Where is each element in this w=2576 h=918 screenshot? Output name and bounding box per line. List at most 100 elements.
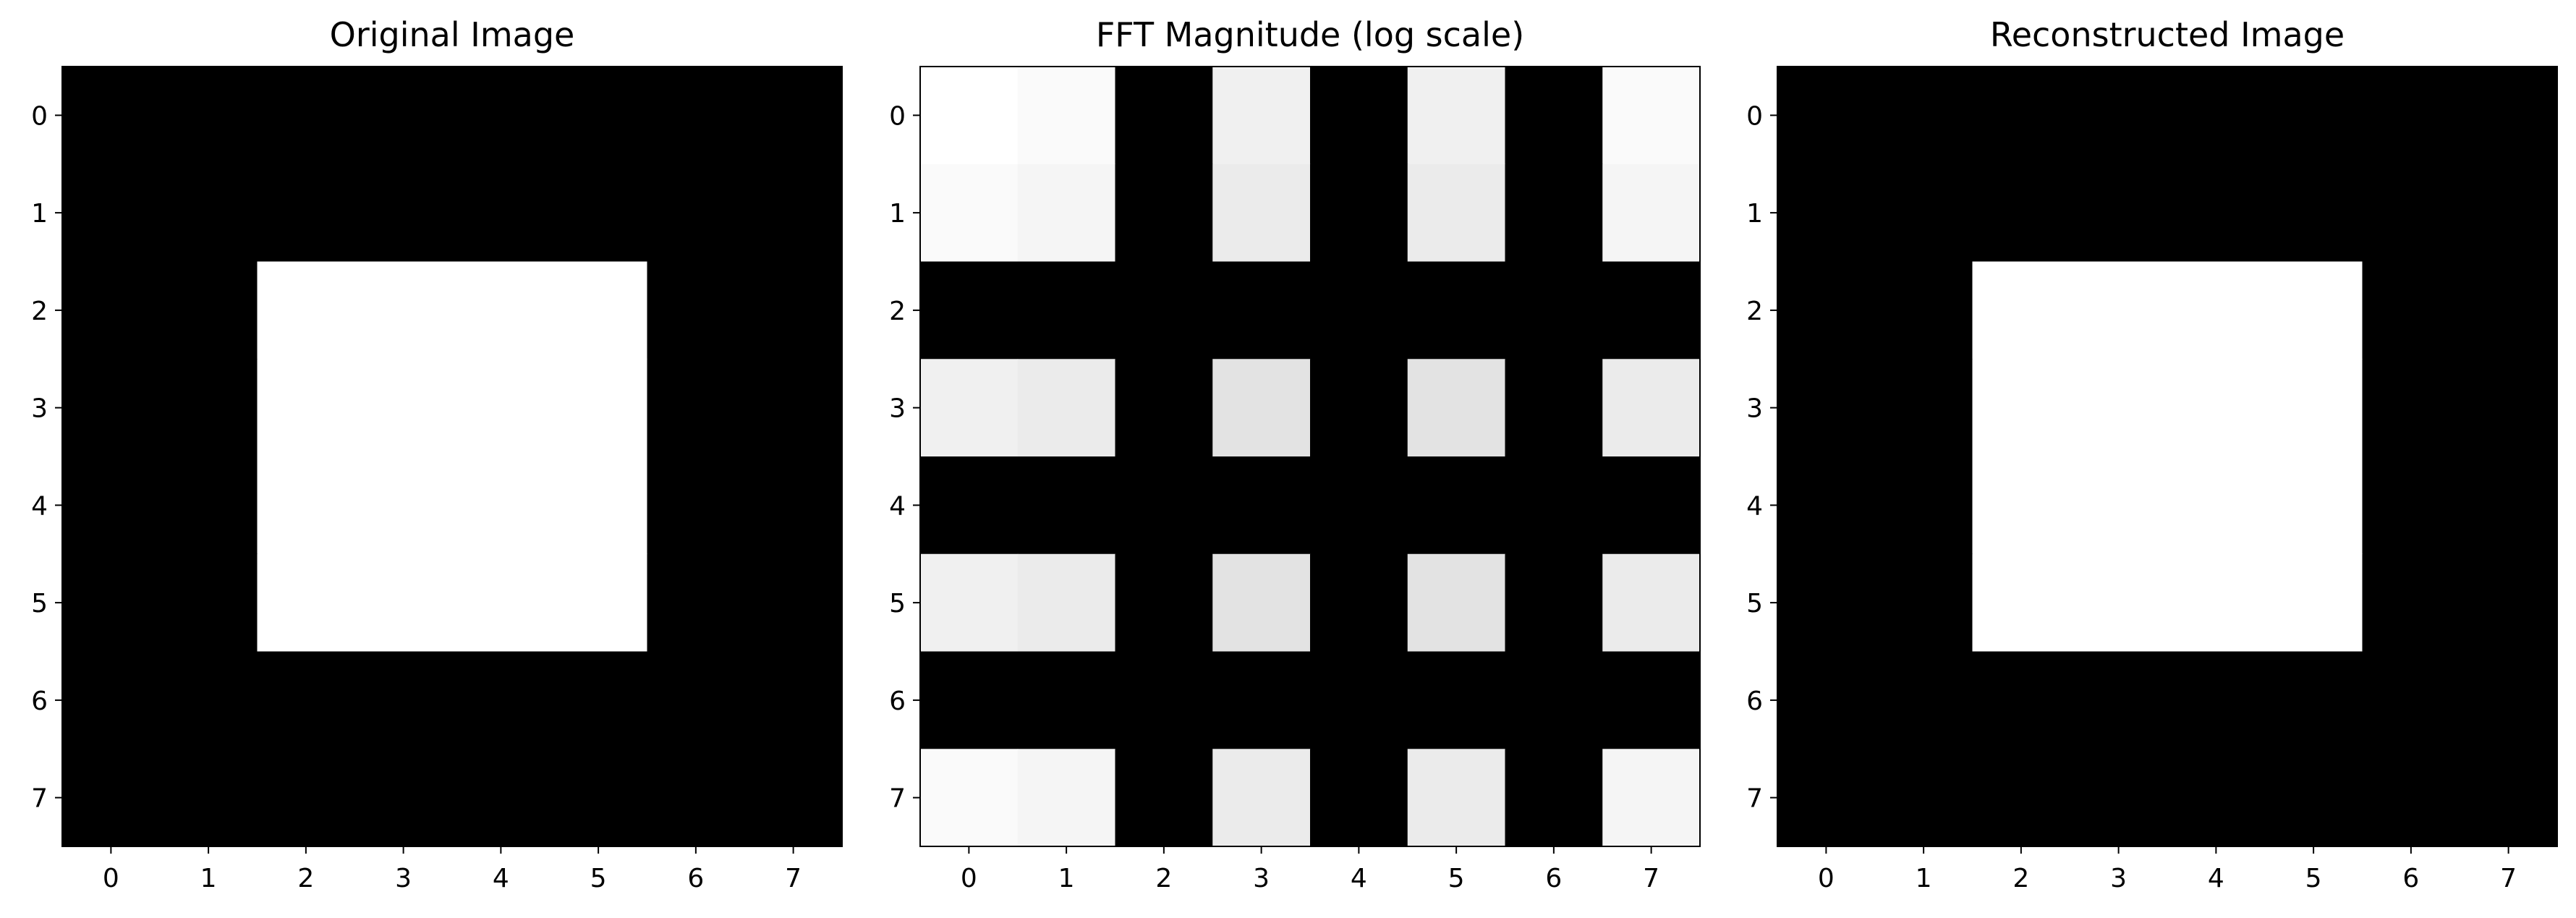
heatmap-cell — [2363, 359, 2460, 456]
heatmap-cell — [1212, 359, 1310, 456]
heatmap-cell — [1310, 164, 1408, 262]
heatmap-cell — [647, 554, 745, 652]
heatmap-cell — [1408, 749, 1505, 846]
x-tick-label: 6 — [687, 864, 704, 893]
heatmap-cell — [1777, 67, 1875, 164]
heatmap-cell — [1212, 749, 1310, 846]
heatmap-cell — [62, 456, 160, 554]
heatmap-cell — [550, 749, 647, 846]
heatmap-cell — [160, 164, 258, 262]
heatmap-cell — [1875, 164, 1973, 262]
heatmap-cell — [2070, 652, 2167, 749]
heatmap-cell — [160, 456, 258, 554]
heatmap-cell — [1777, 652, 1875, 749]
heatmap-cell — [1212, 164, 1310, 262]
heatmap-cell — [2363, 164, 2460, 262]
heatmap-cell — [1973, 652, 2070, 749]
heatmap-cell — [1875, 456, 1973, 554]
heatmap-cell — [1602, 262, 1700, 360]
heatmap-cell — [2167, 652, 2265, 749]
heatmap-cell — [1310, 456, 1408, 554]
heatmap-cell — [550, 554, 647, 652]
heatmap-cell — [354, 652, 452, 749]
heatmap-cell — [1018, 456, 1115, 554]
heatmap-cell — [744, 554, 842, 652]
x-tick-label: 2 — [1155, 864, 1172, 893]
x-tick-label: 5 — [2305, 864, 2322, 893]
y-tick-label: 2 — [889, 297, 906, 326]
heatmap-cell — [2265, 67, 2363, 164]
heatmap-cell — [1777, 554, 1875, 652]
heatmap-cell — [1115, 749, 1213, 846]
heatmap-cell — [1115, 554, 1213, 652]
heatmap-cell — [1602, 164, 1700, 262]
heatmap-cell — [744, 359, 842, 456]
x-tick-label: 6 — [1545, 864, 1562, 893]
heatmap-cell — [1777, 359, 1875, 456]
heatmap-cell — [1973, 749, 2070, 846]
y-tick-label: 1 — [31, 199, 48, 229]
heatmap-cell — [647, 749, 745, 846]
heatmap-cells — [62, 67, 843, 847]
y-tick-label: 2 — [1746, 297, 1763, 326]
heatmap-cell — [2265, 554, 2363, 652]
x-tick-label: 0 — [1818, 864, 1835, 893]
heatmap-cell — [1115, 456, 1213, 554]
heatmap-cell — [1973, 456, 2070, 554]
heatmap-cell — [1505, 67, 1603, 164]
y-tick-label: 4 — [889, 491, 906, 521]
heatmap-cell — [647, 652, 745, 749]
y-tick-label: 5 — [1746, 589, 1763, 619]
heatmap-cell — [1973, 262, 2070, 360]
x-tick-label: 0 — [961, 864, 977, 893]
heatmap-cell — [647, 164, 745, 262]
heatmap-cell — [1212, 67, 1310, 164]
heatmap-cell — [920, 67, 1018, 164]
heatmap-cell — [2363, 262, 2460, 360]
heatmap-cell — [452, 164, 550, 262]
heatmap-cell — [160, 262, 258, 360]
heatmap-cell — [1018, 262, 1115, 360]
y-tick-label: 5 — [31, 589, 48, 619]
heatmap-cell — [647, 67, 745, 164]
heatmap-cells — [920, 67, 1701, 847]
heatmap-cell — [1973, 67, 2070, 164]
heatmap-cell — [2363, 749, 2460, 846]
heatmap-cell — [1777, 262, 1875, 360]
x-tick-label: 7 — [785, 864, 802, 893]
heatmap-cell — [920, 749, 1018, 846]
heatmap-cell — [1115, 652, 1213, 749]
heatmap-cell — [1777, 456, 1875, 554]
heatmap-cell — [62, 164, 160, 262]
heatmap-cell — [2070, 67, 2167, 164]
heatmap-cell — [1505, 456, 1603, 554]
heatmap-cell — [2070, 359, 2167, 456]
heatmap-cell — [1777, 749, 1875, 846]
y-tick-label: 6 — [1746, 687, 1763, 716]
heatmap-cell — [2460, 164, 2557, 262]
x-tick-label: 3 — [1253, 864, 1270, 893]
heatmap-cell — [258, 652, 355, 749]
heatmap-cell — [62, 652, 160, 749]
heatmap-cell — [1875, 262, 1973, 360]
heatmap-cell — [647, 262, 745, 360]
heatmap-cell — [1310, 652, 1408, 749]
panel-3: 0 1 2 3 4 5 6 7 0 1 2 3 4 5 6 7 Reconstructed Image — [1746, 15, 2558, 893]
heatmap-cell — [354, 554, 452, 652]
heatmap-cell — [258, 554, 355, 652]
heatmap-cell — [354, 262, 452, 360]
heatmap-cell — [920, 359, 1018, 456]
heatmap-cell — [647, 359, 745, 456]
heatmap-cell — [1310, 262, 1408, 360]
x-tick-label: 4 — [493, 864, 509, 893]
heatmap-cell — [2460, 262, 2557, 360]
heatmap-cell — [2070, 262, 2167, 360]
heatmap-cell — [354, 164, 452, 262]
panel-1: 0 1 2 3 4 5 6 7 0 1 2 3 4 5 6 7 Original Image — [31, 15, 843, 893]
heatmap-cell — [2070, 456, 2167, 554]
heatmap-cell — [1115, 262, 1213, 360]
y-tick-label: 3 — [889, 394, 906, 424]
heatmap-cell — [2460, 67, 2557, 164]
heatmap-cell — [1777, 164, 1875, 262]
